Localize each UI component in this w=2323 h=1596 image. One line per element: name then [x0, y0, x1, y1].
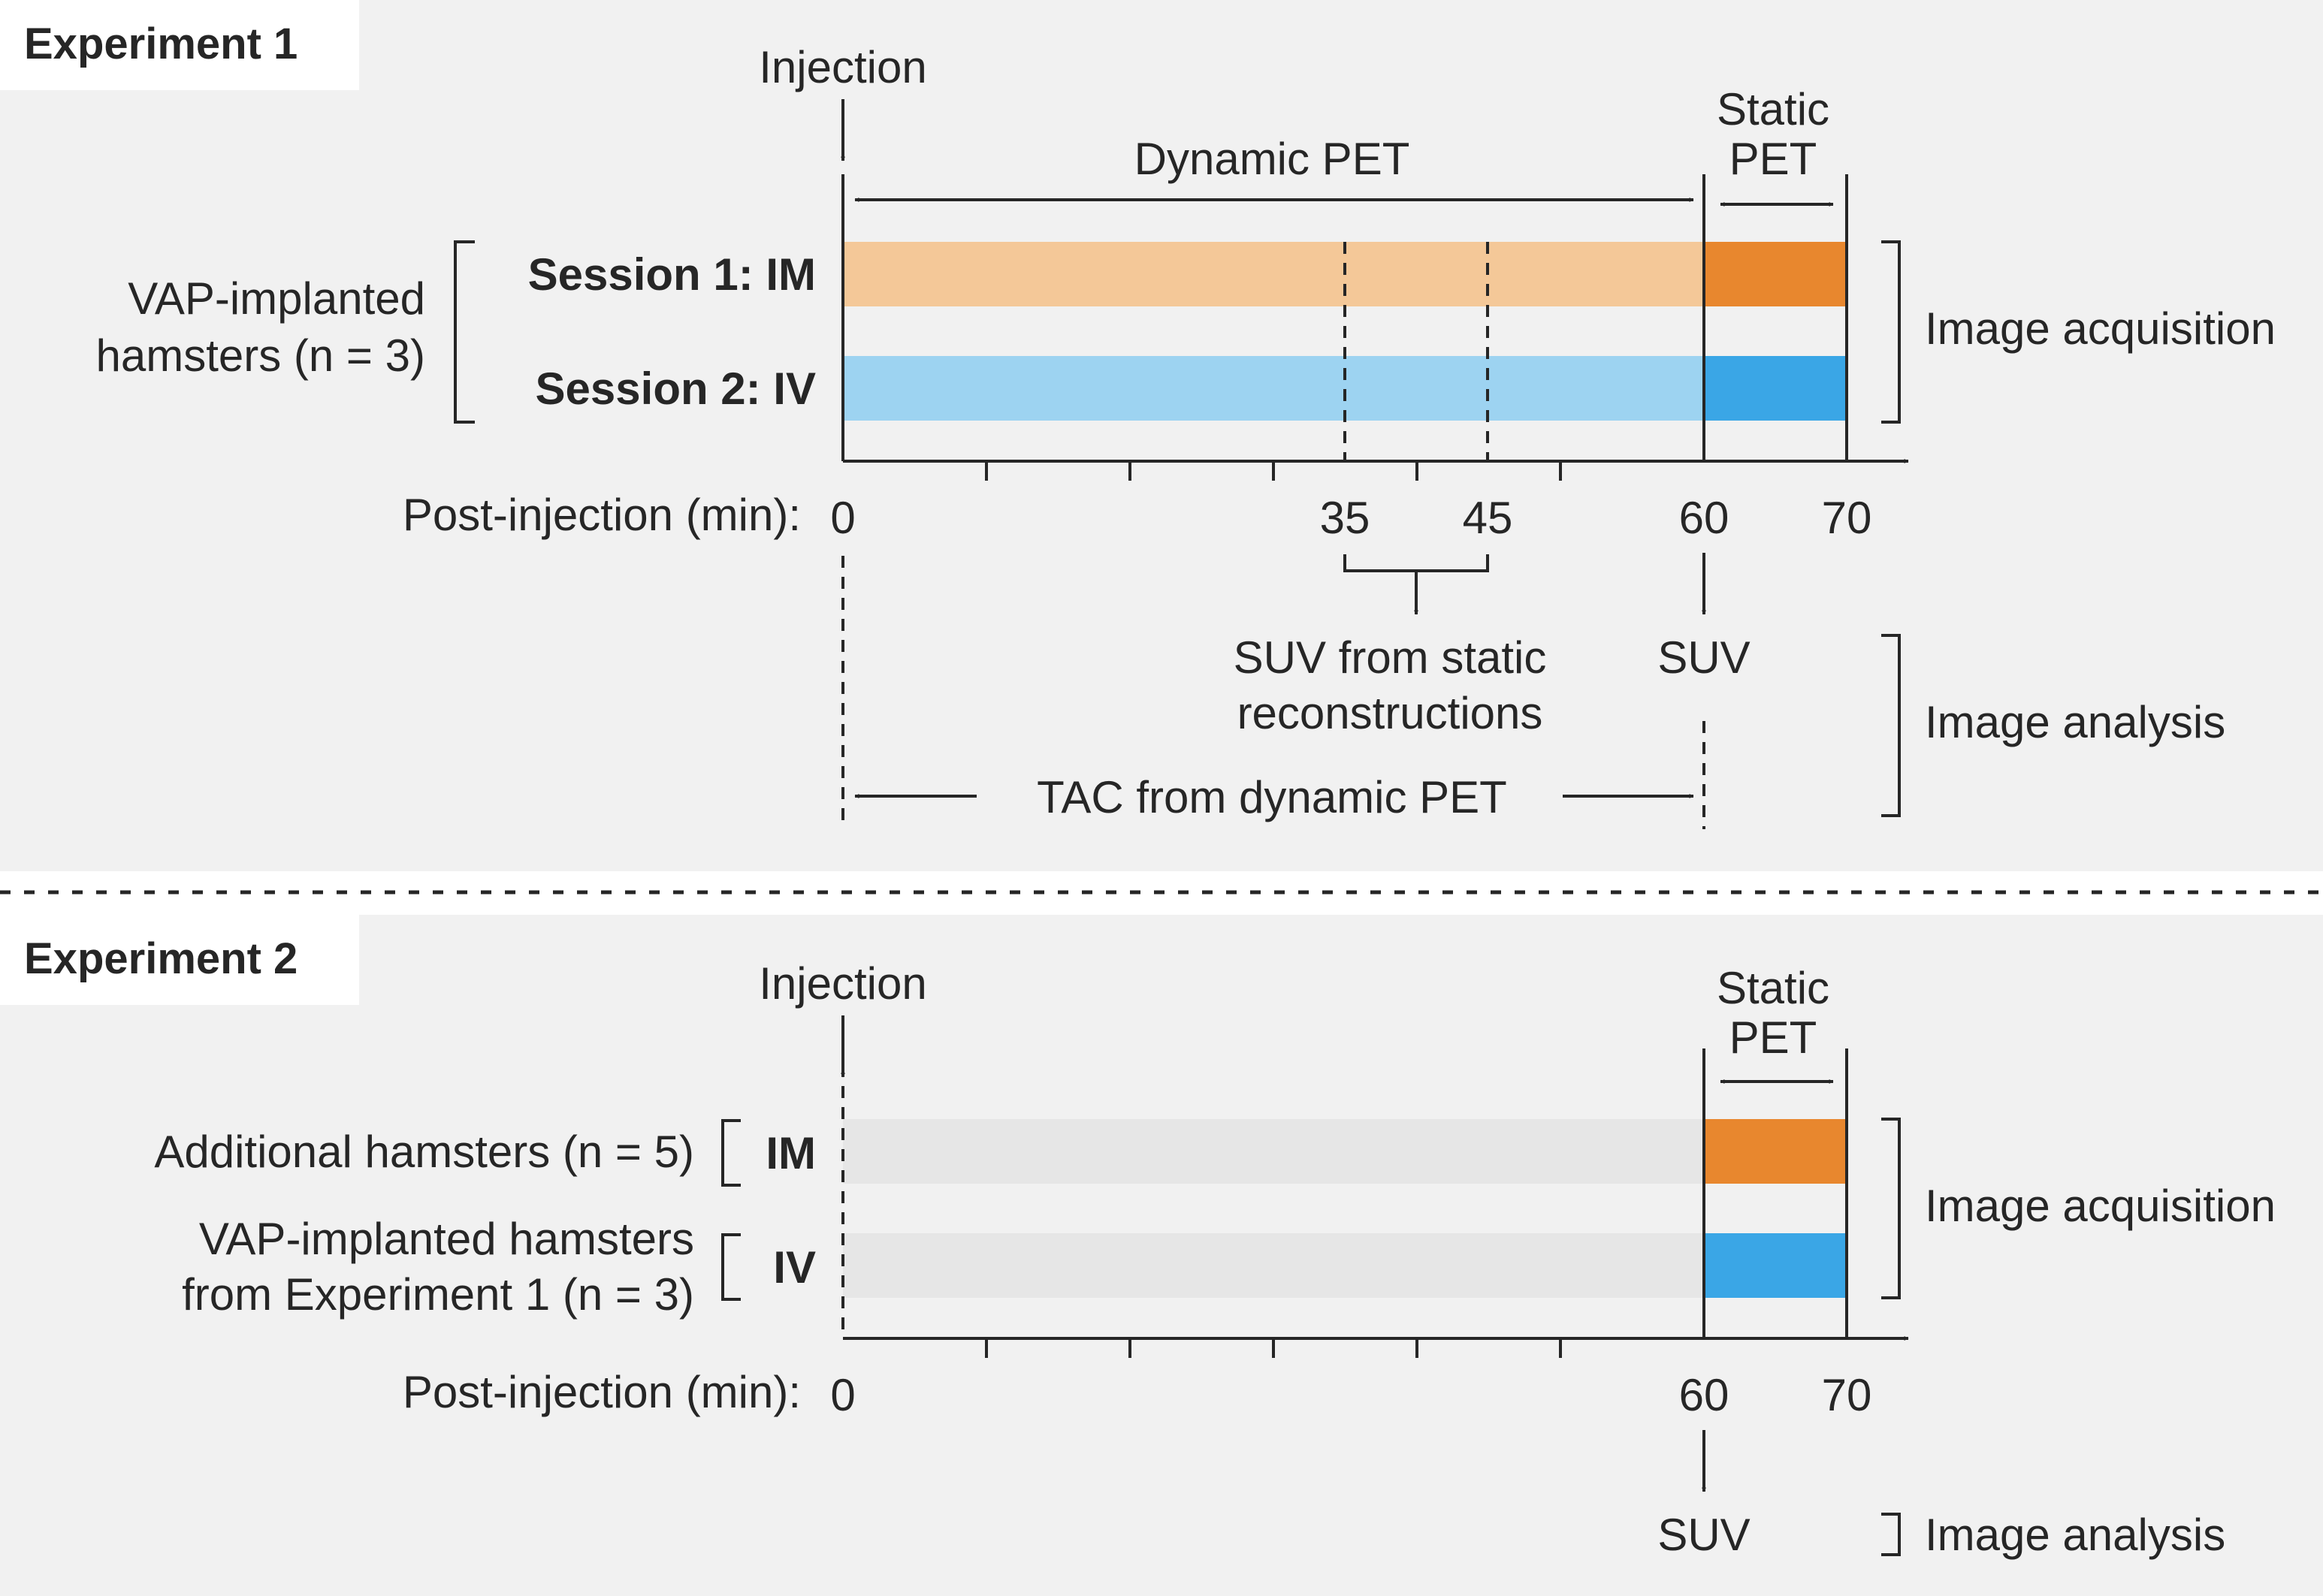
experiment1-static-pet-label-line2: PET — [1729, 134, 1817, 184]
experiment2-tick-label-70: 70 — [1822, 1370, 1872, 1420]
experiment2-suv-label: SUV — [1657, 1510, 1750, 1560]
experiment1-session2-dynamic-bar — [843, 356, 1704, 421]
experiment1-injection-label: Injection — [759, 42, 926, 92]
experiment2-group2-line2: from Experiment 1 (n = 3) — [182, 1269, 694, 1320]
experiment1-dynamic-pet-label: Dynamic PET — [1134, 134, 1410, 184]
experiment2-static-pet-label-line2: PET — [1729, 1012, 1817, 1063]
experiment1-session1-static-bar — [1704, 242, 1847, 306]
experiment2-group1-uptake-bar — [843, 1119, 1704, 1184]
experiment1-axis-label: Post-injection (min): — [403, 490, 801, 540]
experiment2-analysis-bracket — [1881, 1513, 1901, 1556]
experiment2-group1-bracket — [721, 1119, 741, 1187]
experiment1-tac-label: TAC from dynamic PET — [1037, 772, 1507, 822]
experiment1-image-acquisition: Image acquisition — [1925, 303, 2276, 354]
experiment2-group2-bracket — [721, 1233, 741, 1301]
experiment1-image-analysis: Image analysis — [1925, 697, 2225, 747]
experiment2-group1-label: Additional hamsters (n = 5) — [154, 1127, 694, 1177]
experiment1-title: Experiment 1 — [24, 20, 298, 68]
experiment1-session1-label: Session 1: IM — [528, 249, 816, 300]
experiment1-group-line1: VAP-implanted — [128, 273, 425, 324]
experiment1-suv-static-line1: SUV from static — [1234, 632, 1547, 683]
experiment2-group2-line1: VAP-implanted hamsters — [199, 1214, 694, 1264]
experiment1-session1-dynamic-bar — [843, 242, 1704, 306]
experiment1-static-pet-label-line1: Static — [1717, 84, 1829, 134]
experiment2-acquisition-bracket — [1881, 1118, 1901, 1299]
experiment2-static-pet-label-line1: Static — [1717, 963, 1829, 1013]
experiment1-session2-label: Session 2: IV — [536, 364, 816, 414]
experiment2-group2-uptake-bar — [843, 1233, 1704, 1298]
experiment2-group2-static-bar — [1704, 1233, 1847, 1298]
experiment1-tick-label-0: 0 — [830, 493, 855, 543]
experiment1-session2-static-bar — [1704, 356, 1847, 421]
experiment1-panel — [0, 0, 2323, 871]
experiment2-group2-route: IV — [773, 1242, 816, 1293]
experiment2-image-acquisition: Image acquisition — [1925, 1181, 2276, 1231]
experiment2-axis-label: Post-injection (min): — [403, 1367, 801, 1417]
experiment2-title: Experiment 2 — [24, 934, 298, 983]
experiment1-group-line2: hamsters (n = 3) — [96, 330, 426, 381]
experiment1-suv-label: SUV — [1657, 632, 1750, 683]
experiment2-injection-label: Injection — [759, 958, 926, 1009]
experiment1-suv-static-line2: reconstructions — [1237, 688, 1543, 738]
experiment2-tick-label-60: 60 — [1679, 1370, 1729, 1420]
experiment1-group-bracket — [454, 240, 475, 424]
experiment1-tick-label-60: 60 — [1679, 493, 1729, 543]
experiment2-image-analysis: Image analysis — [1925, 1510, 2225, 1560]
experiment2-title-box — [0, 915, 359, 1005]
experiment2-group1-route: IM — [766, 1128, 816, 1178]
experiment2-tick-label-0: 0 — [830, 1370, 855, 1420]
experiment1-analysis-bracket — [1881, 634, 1901, 817]
experiment1-tick-label-70: 70 — [1822, 493, 1872, 543]
experiment1-tick-label-45: 45 — [1463, 493, 1513, 543]
experiment1-tick-label-35: 35 — [1320, 493, 1370, 543]
experiment1-title-box — [0, 0, 359, 90]
experiment2-group1-static-bar — [1704, 1119, 1847, 1184]
experiment1-acquisition-bracket — [1881, 240, 1901, 424]
